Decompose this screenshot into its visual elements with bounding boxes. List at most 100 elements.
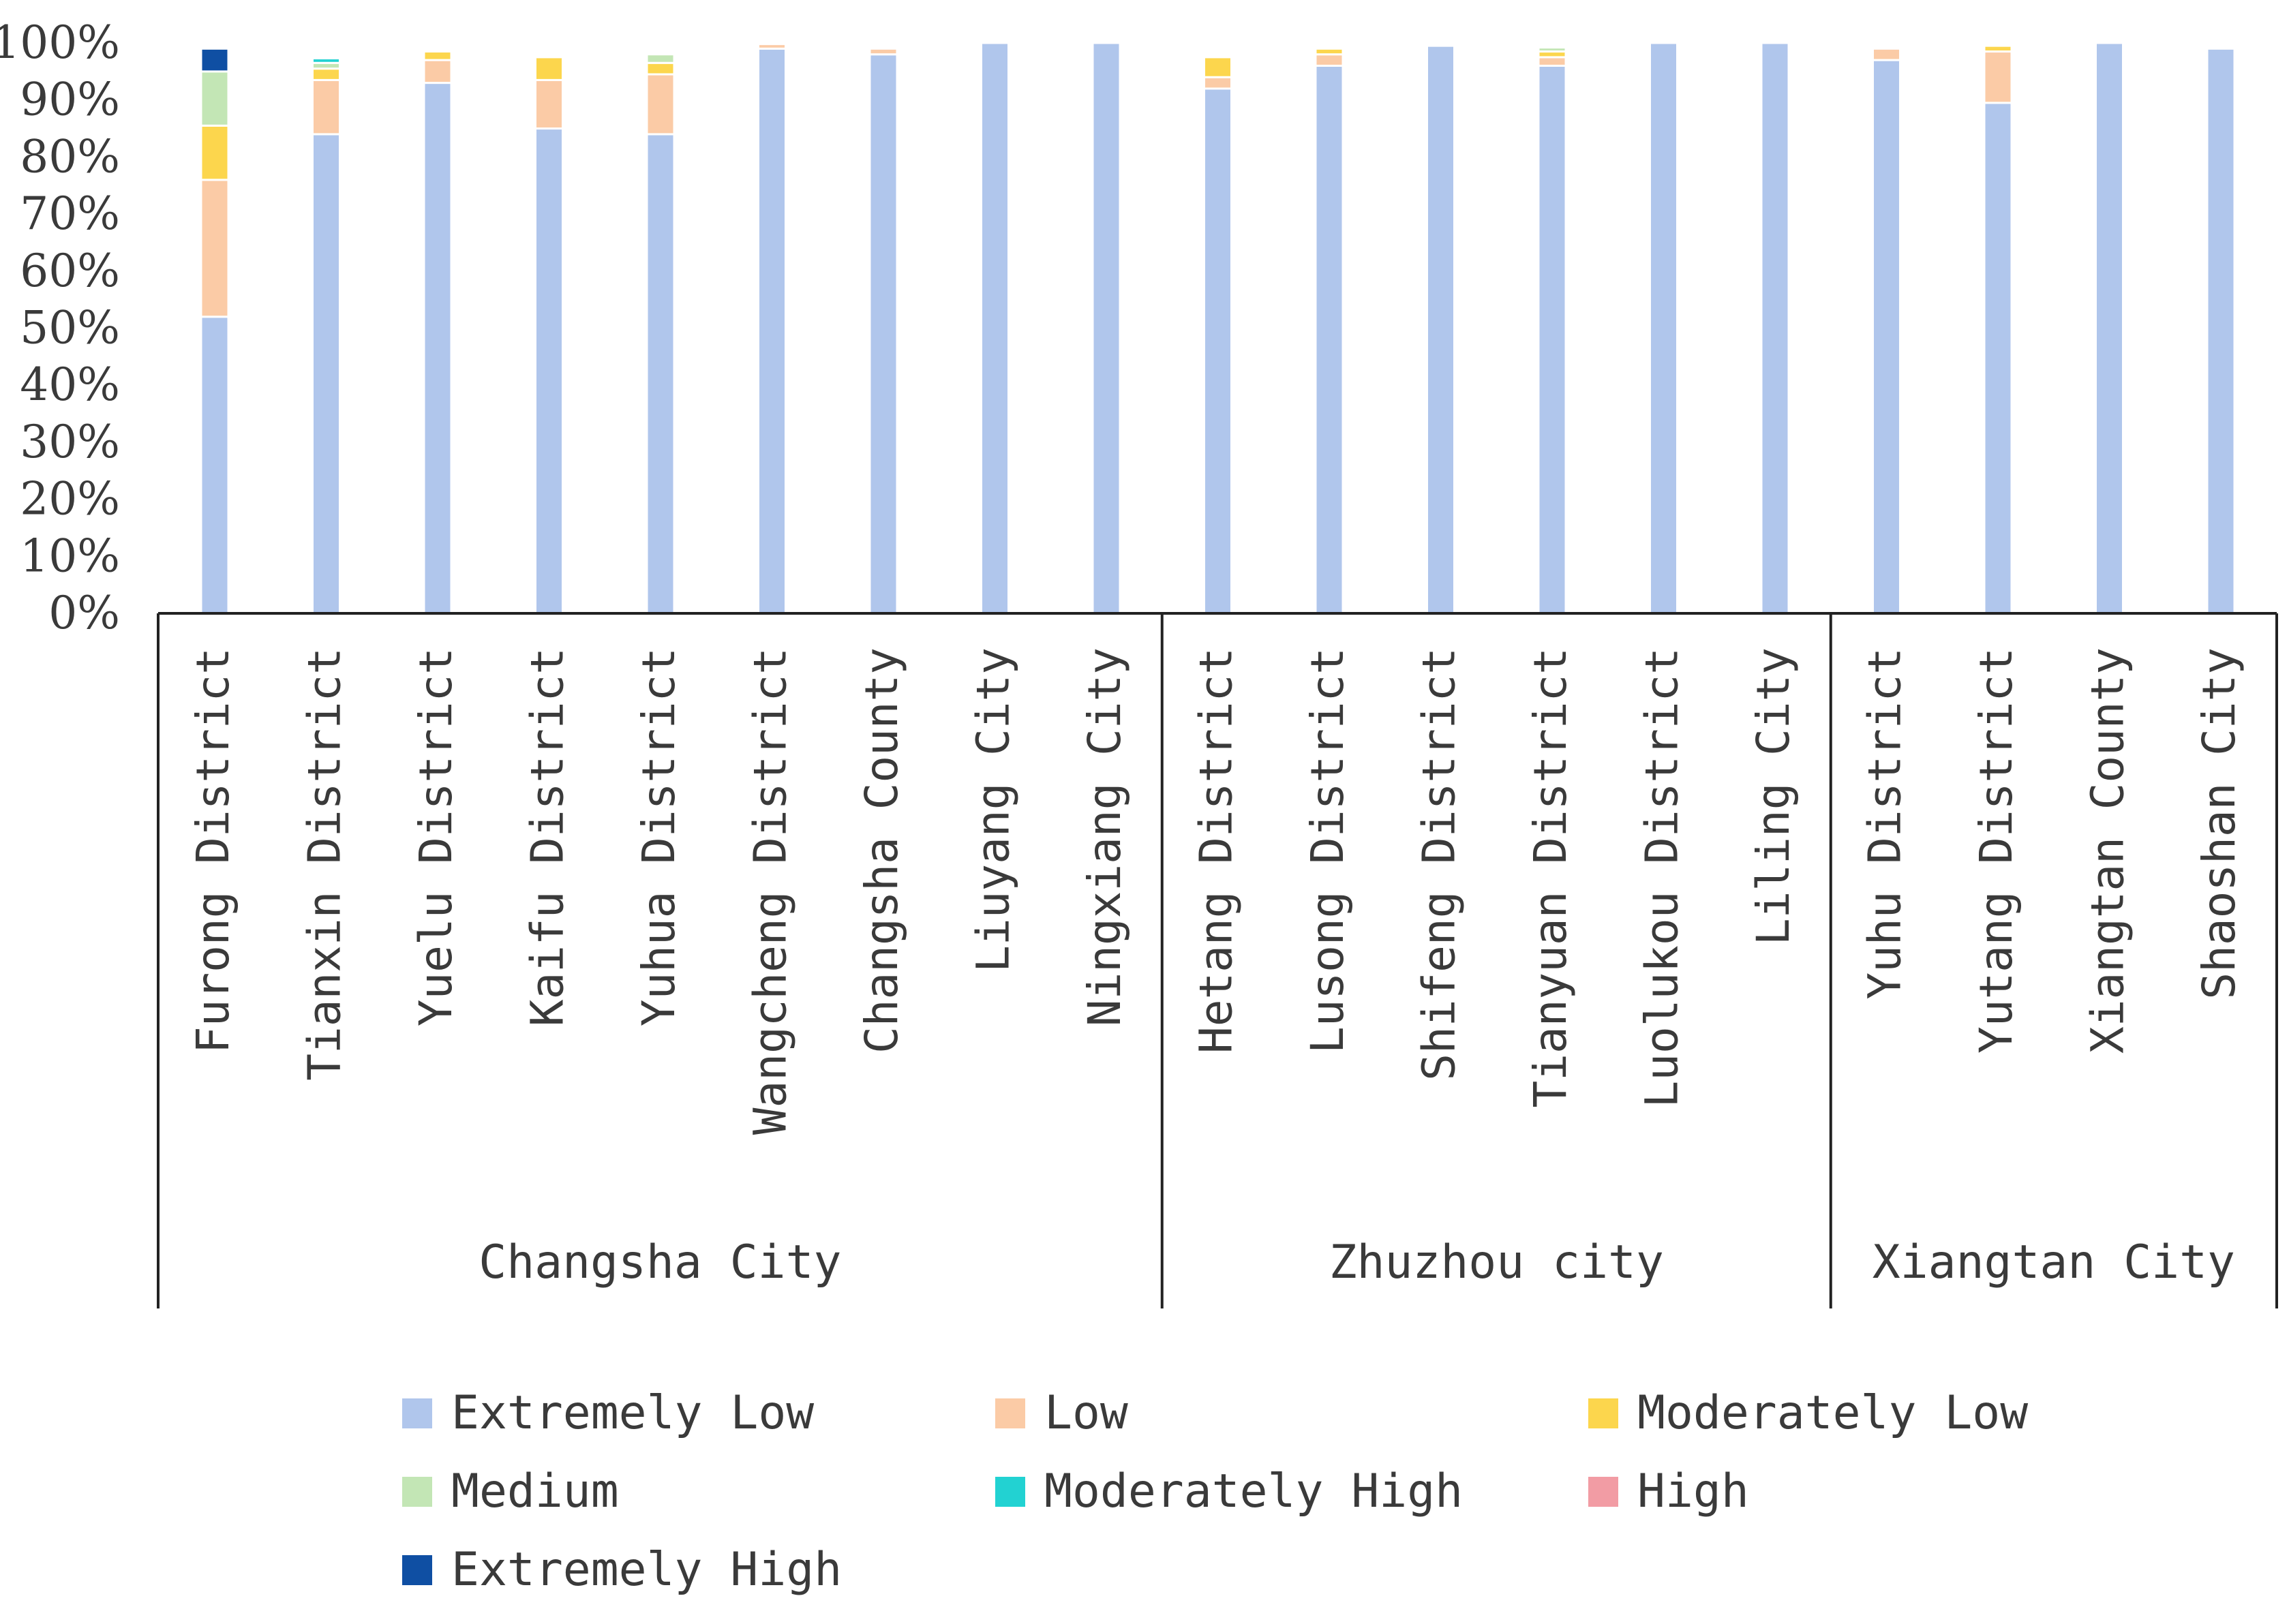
bar-segment-moderately-low [534,56,564,81]
category-label: Hetang District [1190,647,1243,1054]
y-tick-label: 10% [20,530,120,582]
bar-tianxin-district [312,57,341,615]
group-labels: Changsha City Zhuzhou city Xiangtan City [479,1236,2235,1289]
group-label: Changsha City [479,1236,841,1289]
category-label: Tianyuan District [1524,647,1577,1108]
bar-segment-low [1314,53,1344,67]
bar-segment-moderately-low [646,61,676,76]
bar-segment-extremely-low [1872,59,1901,615]
bar-segment-low [1983,50,2013,104]
bar-segment-moderately-low [1203,56,1232,78]
y-axis-tick-labels: 0%10%20%30%40%50%60%70%80%90%100% [0,16,120,639]
bar-segment-low [423,59,453,85]
bar-tianyuan-district [1537,46,1567,615]
bar-segment-moderately-low [1314,47,1344,56]
category-labels: Furong District Tianxin District Yuelu Dis… [187,647,2245,1135]
bar-segment-extremely-low [980,42,1010,615]
bar-segment-extremely-low [1426,44,1455,615]
bar-stacks [200,42,2236,615]
legend-item-moderately-high: Moderately High [995,1465,1463,1518]
legend-item-moderately-low: Moderately Low [1588,1386,2028,1440]
legend: Extremely Low Low Moderately Low Medium Mod… [402,1386,2028,1597]
bar-lusong-district [1314,47,1344,615]
y-tick-label: 70% [20,187,120,240]
bar-segment-extremely-low [1091,42,1121,615]
legend-swatch [995,1398,1025,1428]
bar-yuhua-district [646,53,676,615]
y-tick-label: 90% [20,74,120,126]
bar-segment-moderately-low [1983,44,2013,53]
category-label: Kaifu District [521,647,574,1026]
bar-segment-moderately-low [423,50,453,61]
bar-segment-extremely-high [200,47,230,73]
y-tick-label: 0% [48,587,120,639]
group-label: Xiangtan City [1873,1236,2235,1289]
axis-frame [157,612,2278,1308]
bar-segment-extremely-low [1649,42,1678,615]
bar-segment-extremely-low [312,133,341,615]
bar-segment-extremely-low [646,133,676,615]
bar-changsha-county [868,47,898,615]
category-label: Wangcheng District [744,647,797,1135]
y-tick-label: 30% [20,416,120,468]
legend-label: High [1637,1465,1749,1518]
category-label: Yuhu District [1859,647,1911,1000]
bar-segment-extremely-low [1537,64,1567,615]
category-label: Liuyang City [967,647,1020,972]
bar-segment-low [646,73,676,136]
category-label: Tianxin District [299,647,351,1081]
bar-segment-low [312,78,341,136]
bar-segment-medium [1537,46,1567,53]
category-label: Ningxiang City [1078,647,1131,1026]
legend-label: Extremely Low [451,1386,814,1440]
bar-luolukou-district [1649,42,1678,615]
bar-kaifu-district [534,56,564,615]
bar-segment-moderately-high [312,57,341,64]
bar-segment-extremely-low [2095,42,2124,615]
bar-furong-district [200,47,230,615]
y-tick-label: 40% [20,358,120,411]
legend-swatch [995,1477,1025,1507]
bar-segment-extremely-low [1983,102,2013,615]
bar-shifeng-district [1426,44,1455,615]
legend-item-high: High [1588,1465,1749,1518]
bar-segment-extremely-low [1760,42,1790,615]
bar-xiangtan-county [2095,42,2124,615]
bar-segment-low [1537,56,1567,67]
legend-swatch [402,1398,432,1428]
category-label: Liling City [1747,647,1800,945]
bar-segment-extremely-low [757,47,787,615]
bar-segment-extremely-low [2206,47,2236,615]
bar-yuhu-district [1872,47,1901,615]
legend-label: Moderately Low [1637,1386,2028,1440]
bar-liling-city [1760,42,1790,615]
legend-label: Medium [451,1465,619,1518]
legend-swatch [402,1555,432,1585]
category-label: Lusong District [1301,647,1354,1054]
bar-segment-medium [646,53,676,64]
legend-item-low: Low [995,1386,1128,1440]
bar-segment-extremely-low [423,82,453,615]
legend-label: Low [1044,1386,1128,1440]
category-label: Changsha County [855,647,908,1054]
legend-item-extremely-low: Extremely Low [402,1386,814,1440]
legend-swatch [402,1477,432,1507]
legend-item-extremely-high: Extremely High [402,1543,842,1597]
category-label: Shaoshan City [2193,647,2245,1000]
bar-segment-extremely-low [200,316,230,615]
legend-label: Moderately High [1044,1465,1463,1518]
y-tick-label: 50% [20,302,120,354]
bar-segment-extremely-low [534,127,564,615]
bar-segment-low [1872,47,1901,61]
bar-yutang-district [1983,44,2013,615]
bar-hetang-district [1203,56,1232,615]
legend-item-medium: Medium [402,1465,619,1518]
category-label: Yuhua District [633,647,685,1026]
bar-segment-low [1203,76,1232,90]
bar-segment-extremely-low [868,53,898,615]
legend-label: Extremely High [451,1543,842,1597]
y-tick-label: 60% [20,245,120,297]
bar-segment-medium [200,70,230,127]
y-tick-label: 80% [20,130,120,183]
